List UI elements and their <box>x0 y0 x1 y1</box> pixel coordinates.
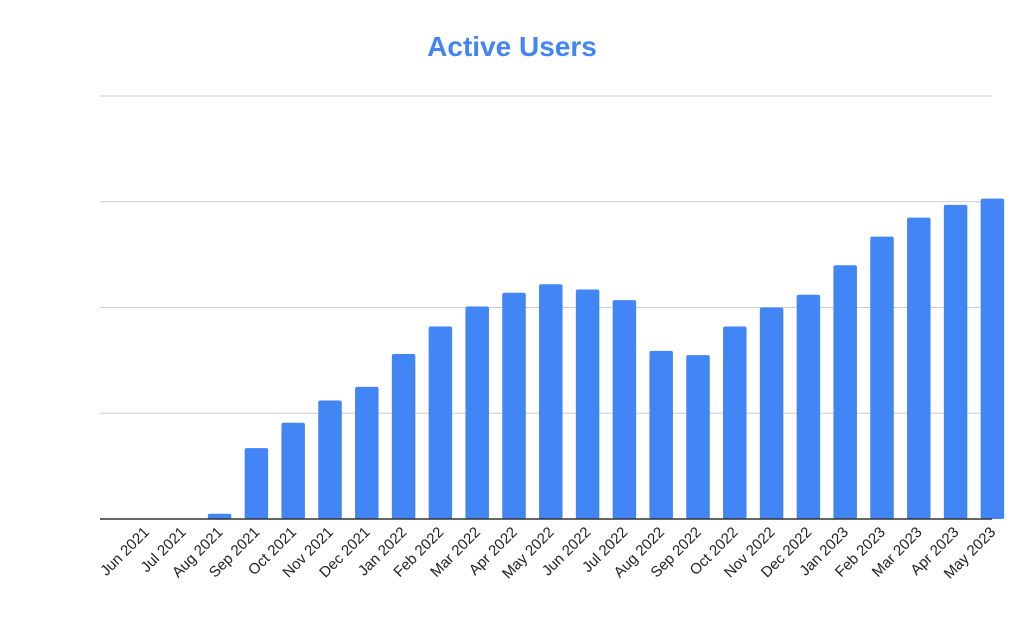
bar <box>318 400 342 519</box>
bar <box>391 354 416 519</box>
bar <box>723 326 747 519</box>
bar <box>870 236 894 519</box>
bar <box>612 300 637 519</box>
bar <box>575 289 600 519</box>
bar <box>686 355 710 519</box>
bar <box>907 217 931 520</box>
bar <box>207 513 232 519</box>
bar <box>649 350 673 519</box>
bar <box>244 448 269 519</box>
bar <box>980 198 1005 519</box>
bars <box>207 198 1005 520</box>
bar <box>465 306 489 519</box>
bar <box>539 284 563 519</box>
bar <box>281 422 305 519</box>
bar <box>796 294 821 519</box>
bar <box>355 386 379 519</box>
bar <box>502 292 526 519</box>
bar <box>943 204 968 520</box>
bar <box>833 265 857 519</box>
bar <box>428 326 453 519</box>
chart-title: Active Users <box>427 31 597 62</box>
bar <box>759 307 784 519</box>
